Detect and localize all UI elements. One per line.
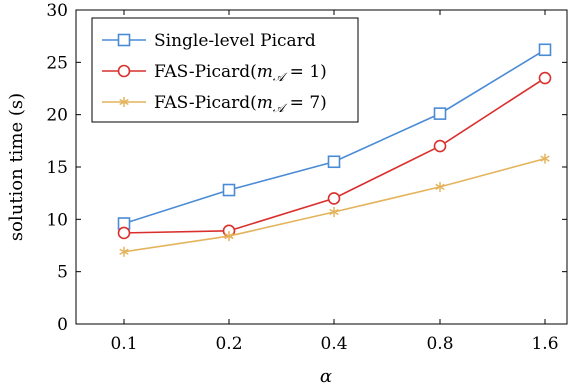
axes: 0 5 10 15 20 25 30 0.1 0.2 0.4 0.8 1.6	[46, 1, 568, 354]
data-point-circle	[117, 226, 131, 240]
y-tick-label: 0	[57, 315, 68, 335]
data-point-square	[222, 183, 236, 197]
x-tick-label: 1.6	[531, 334, 558, 354]
data-point-star	[119, 246, 129, 257]
series-2	[117, 71, 552, 240]
y-tick-label: 15	[46, 158, 68, 178]
legend: Single-level Picard FAS-Picard(m𝒜 = 1) FAS…	[91, 17, 359, 123]
legend-label: FAS-Picard(m𝒜 = 1)	[154, 62, 327, 84]
series-group	[117, 43, 552, 257]
data-point-circle	[117, 64, 131, 78]
data-point-circle	[538, 71, 552, 85]
x-tick-label: 0.8	[426, 334, 453, 354]
y-axis-label: solution time (s)	[6, 93, 27, 241]
data-point-star	[224, 231, 234, 242]
legend-label: FAS-Picard(m𝒜 = 7)	[154, 93, 327, 115]
data-point-square	[433, 107, 447, 120]
series-1	[117, 43, 552, 230]
legend-entry: FAS-Picard(m𝒜 = 7)	[102, 93, 327, 115]
series-3	[119, 153, 550, 257]
data-point-star	[435, 181, 445, 192]
data-point-square	[327, 155, 341, 169]
data-point-circle	[433, 139, 447, 153]
y-tick-label: 10	[46, 210, 68, 230]
y-tick-label: 20	[46, 106, 68, 126]
legend-entry: FAS-Picard(m𝒜 = 1)	[102, 62, 327, 84]
x-tick-label: 0.4	[320, 334, 347, 354]
legend-label: Single-level Picard	[154, 31, 316, 51]
data-point-square	[117, 33, 131, 47]
x-tick-label: 0.2	[215, 334, 242, 354]
data-point-square	[538, 43, 552, 57]
data-point-circle	[327, 192, 341, 205]
data-point-star	[540, 153, 550, 164]
x-tick-label: 0.1	[110, 334, 137, 354]
data-point-star	[119, 97, 129, 107]
series-line	[123, 157, 546, 253]
legend-box	[91, 17, 359, 123]
y-tick-label: 25	[46, 53, 68, 73]
y-tick-label: 5	[57, 263, 68, 283]
x-axis-label: α	[320, 366, 332, 387]
legend-entry: Single-level Picard	[102, 31, 316, 51]
y-tick-label: 30	[46, 1, 68, 21]
data-point-star	[329, 207, 339, 218]
